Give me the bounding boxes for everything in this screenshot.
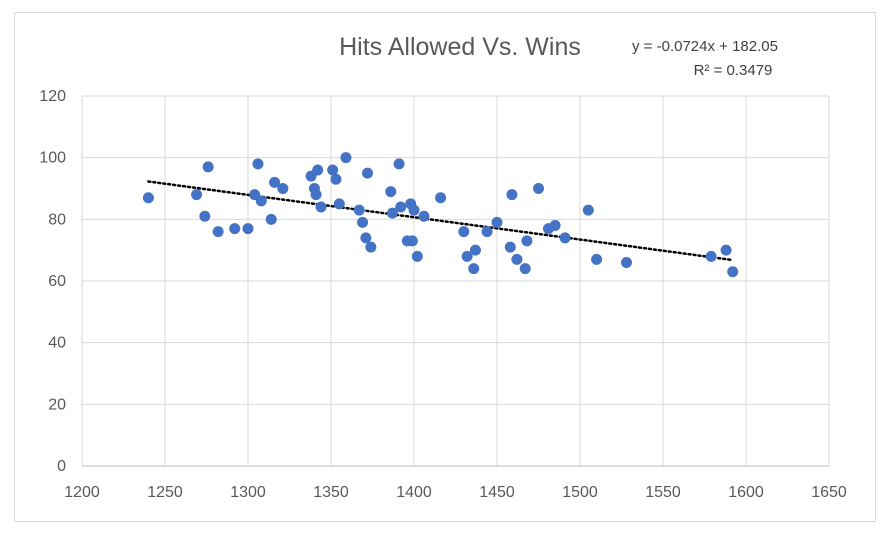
data-point [353,204,365,216]
axes: 0 20 40 60 80 100 120 1200 1250 1300 1350 1400 1450 1… [39,88,847,501]
data-point [582,204,594,216]
data-point [242,223,254,235]
trendline-r-squared: R² = 0.3479 [694,62,773,79]
y-tick-label: 20 [48,396,66,413]
data-point [365,241,377,253]
data-point [720,244,732,256]
x-tick-label: 1500 [562,484,598,501]
data-point [340,152,352,164]
data-point [406,235,418,247]
y-tick-label: 40 [48,335,66,352]
data-point [395,201,407,213]
data-point [385,186,397,198]
data-point [265,213,277,225]
data-point [727,266,739,278]
data-point [504,241,516,253]
data-point [202,161,214,173]
x-tick-label: 1200 [64,484,100,501]
data-point [362,167,374,179]
data-point [549,220,561,231]
x-tick-label: 1300 [230,484,266,501]
x-tick-label: 1350 [313,484,349,501]
data-point [386,207,398,219]
data-point [408,204,420,216]
scatter-plot: 0 20 40 60 80 100 120 1200 1250 1300 1350 1400 1450 1… [39,33,847,501]
data-point [360,232,372,244]
data-point [491,216,503,228]
data-point [418,210,430,222]
data-point [277,183,289,194]
x-tick-label: 1400 [396,484,432,501]
data-point [269,176,281,188]
data-point [533,183,544,194]
x-tick-label: 1600 [728,484,764,501]
data-point [191,189,203,201]
data-point [469,244,481,256]
data-point [435,192,447,204]
data-point [255,195,267,207]
x-tick-label: 1450 [479,484,515,501]
data-point [468,263,480,275]
data-point [506,189,518,201]
data-point [461,250,473,262]
x-tick-label: 1650 [811,484,847,501]
y-tick-label: 0 [57,458,66,475]
data-point [559,232,571,244]
data-point [458,226,470,238]
data-point [142,192,154,204]
y-tick-label: 60 [48,273,66,290]
chart-title: Hits Allowed Vs. Wins [339,33,581,61]
data-point [312,164,324,176]
data-point [252,158,264,170]
y-tick-label: 120 [39,88,66,105]
x-tick-label: 1250 [147,484,183,501]
data-point [481,226,493,238]
data-point [357,216,369,228]
data-point [521,235,533,247]
trendline [147,180,734,262]
data-points [142,152,739,278]
data-point [199,210,211,222]
data-point [519,263,531,275]
data-point [333,198,345,210]
data-point [212,226,224,238]
trendline-equation: y = -0.0724x + 182.05 [632,38,778,55]
x-tick-label: 1550 [645,484,681,501]
data-point [591,253,603,265]
gridlines [81,95,830,467]
data-point [620,257,632,268]
data-point [511,253,523,265]
data-point [705,250,717,262]
data-point [315,201,327,213]
y-tick-label: 80 [48,211,66,228]
data-point [393,158,405,170]
data-point [310,189,322,201]
data-point [330,173,342,185]
data-point [327,164,339,176]
data-point [411,250,423,262]
y-tick-label: 100 [39,150,66,167]
trendline-group [147,180,734,262]
data-point [229,223,241,235]
chart-frame: 0 20 40 60 80 100 120 1200 1250 1300 1350 1400 1450 1… [14,12,876,522]
